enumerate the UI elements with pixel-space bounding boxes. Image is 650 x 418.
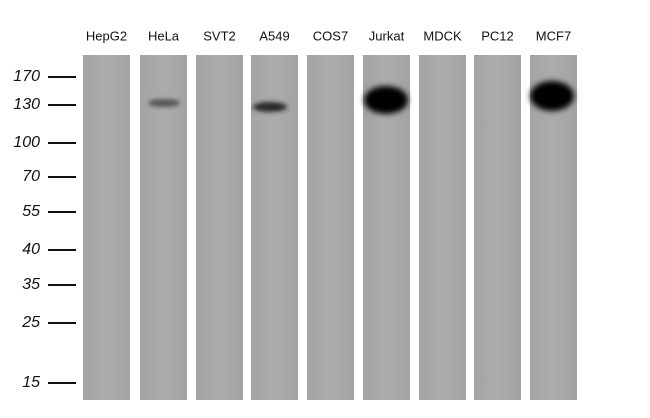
marker-label: 25 xyxy=(21,314,40,331)
lane xyxy=(474,55,521,400)
markers: 170 130 100 70 55 40 35 25 15 xyxy=(13,68,76,391)
lanes: HepG2 HeLa SVT2 A549 COS7 Jurkat MDCK PC12 MCF7 xyxy=(83,28,577,400)
bands xyxy=(148,81,574,114)
marker-label: 35 xyxy=(22,276,40,293)
lane xyxy=(251,55,298,400)
band xyxy=(253,102,287,112)
lane xyxy=(140,55,187,400)
band xyxy=(530,81,574,111)
lane-label: HepG2 xyxy=(86,28,127,43)
lane xyxy=(83,55,130,400)
marker-label: 40 xyxy=(22,241,40,258)
band xyxy=(148,99,180,107)
marker-label: 55 xyxy=(22,203,40,220)
marker-label: 130 xyxy=(13,96,40,113)
lane-label: SVT2 xyxy=(203,28,236,43)
lane-label: A549 xyxy=(259,28,289,43)
lane-label: PC12 xyxy=(481,28,514,43)
lane-label: MCF7 xyxy=(536,28,571,43)
marker-label: 170 xyxy=(13,68,40,85)
marker-label: 70 xyxy=(22,168,40,185)
lane-label: COS7 xyxy=(313,28,348,43)
lane-label: MDCK xyxy=(423,28,462,43)
lane xyxy=(419,55,466,400)
lane xyxy=(530,55,577,400)
marker-label: 15 xyxy=(22,374,40,391)
lane xyxy=(307,55,354,400)
marker-label: 100 xyxy=(13,134,40,151)
lane-label: Jurkat xyxy=(369,28,405,43)
lane xyxy=(196,55,243,400)
lane-label: HeLa xyxy=(148,28,180,43)
band xyxy=(364,86,408,114)
